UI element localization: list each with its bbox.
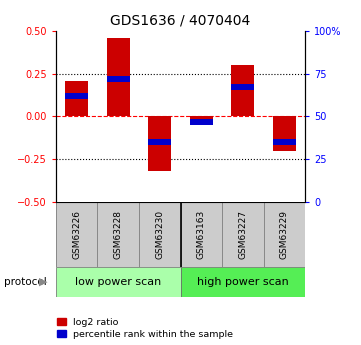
Bar: [273, 117, 296, 150]
Text: GSM63229: GSM63229: [280, 210, 289, 259]
Bar: [231, 65, 254, 117]
Bar: [148, 139, 171, 145]
Bar: [56, 202, 97, 267]
Text: protocol: protocol: [4, 277, 46, 287]
Bar: [107, 76, 130, 82]
Bar: [264, 202, 305, 267]
Text: low power scan: low power scan: [75, 277, 161, 287]
Bar: [139, 202, 180, 267]
Bar: [231, 85, 254, 90]
Text: GSM63226: GSM63226: [72, 210, 81, 259]
Text: ▶: ▶: [39, 277, 48, 287]
Bar: [273, 139, 296, 145]
Bar: [97, 202, 139, 267]
Bar: [190, 119, 213, 125]
Bar: [148, 117, 171, 171]
Text: GSM63163: GSM63163: [197, 210, 206, 259]
Bar: [65, 93, 88, 99]
Bar: [107, 38, 130, 117]
Text: GSM63230: GSM63230: [155, 210, 164, 259]
Text: high power scan: high power scan: [197, 277, 289, 287]
Bar: [65, 81, 88, 117]
Bar: [222, 202, 264, 267]
Bar: [180, 202, 222, 267]
Bar: [180, 267, 305, 297]
Title: GDS1636 / 4070404: GDS1636 / 4070404: [110, 13, 251, 27]
Bar: [56, 267, 180, 297]
Text: GSM63227: GSM63227: [238, 210, 247, 259]
Text: GSM63228: GSM63228: [114, 210, 123, 259]
Bar: [190, 117, 213, 125]
Legend: log2 ratio, percentile rank within the sample: log2 ratio, percentile rank within the s…: [57, 318, 233, 338]
